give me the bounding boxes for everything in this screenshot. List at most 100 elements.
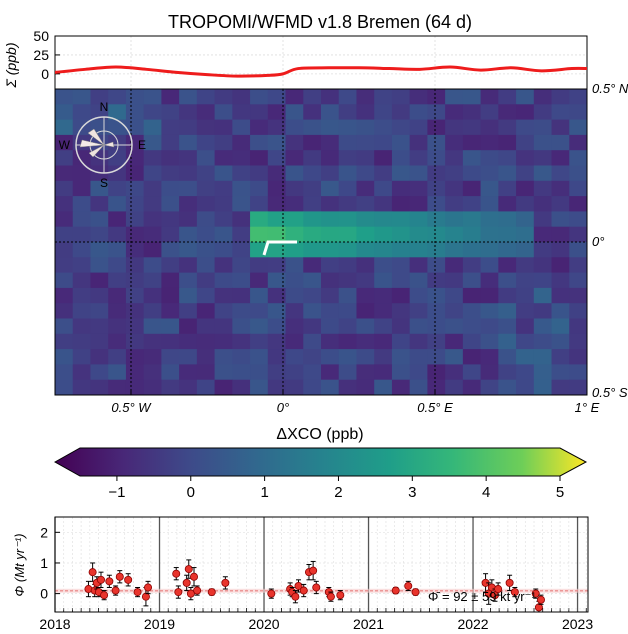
heatmap-cell <box>267 89 287 105</box>
heatmap-cell <box>338 333 357 350</box>
phi-yticks: 2 1 0 <box>40 524 60 602</box>
heatmap-cell <box>516 349 535 365</box>
heatmap-cell <box>125 257 145 274</box>
heatmap-cell <box>250 349 269 365</box>
heatmap-cell <box>179 349 198 365</box>
heatmap-cell <box>445 211 464 228</box>
heatmap-cell <box>143 287 162 304</box>
heatmap-cell <box>72 287 91 304</box>
heatmap-cell <box>214 242 233 258</box>
heatmap-cell <box>179 165 198 182</box>
heatmap-latitude-label: 0.5° N <box>592 81 628 96</box>
phi-mean-line <box>55 588 588 593</box>
heatmap-cell <box>108 257 127 274</box>
heatmap-cell <box>72 89 91 105</box>
heatmap-cell <box>356 134 375 151</box>
heatmap-cell <box>533 226 553 243</box>
heatmap-cell <box>409 104 428 121</box>
heatmap-cell <box>533 180 553 197</box>
heatmap-cell <box>427 318 446 335</box>
phi-point <box>336 591 345 600</box>
sigma-line <box>55 65 587 78</box>
phi-point <box>404 581 413 590</box>
heatmap-cell <box>516 211 535 228</box>
heatmap-cell <box>533 303 553 319</box>
heatmap-cell <box>72 180 91 197</box>
heatmap-cell <box>391 165 411 182</box>
heatmap-cell <box>250 333 269 350</box>
heatmap-cell <box>125 165 145 182</box>
heatmap-cell <box>179 272 198 289</box>
heatmap-xtick-label: 1° E <box>575 400 600 415</box>
heatmap-cell <box>161 318 180 335</box>
heatmap-cell <box>374 333 393 350</box>
phi-point <box>391 586 400 595</box>
heatmap-cell <box>55 364 74 381</box>
heatmap-cell <box>498 119 517 136</box>
heatmap-cell <box>143 89 162 105</box>
heatmap-cell <box>462 89 482 105</box>
heatmap-cell <box>143 180 162 197</box>
heatmap-cell <box>179 364 198 381</box>
heatmap-cell <box>232 242 251 258</box>
heatmap-cell <box>303 211 322 228</box>
heatmap-cell <box>179 134 198 151</box>
heatmap-cell <box>516 272 535 289</box>
heatmap-cell <box>498 150 517 166</box>
heatmap-cell <box>285 180 304 197</box>
heatmap-cell <box>179 104 198 121</box>
heatmap-cell <box>108 272 127 289</box>
heatmap-cell <box>533 364 553 381</box>
heatmap-cell <box>427 89 446 105</box>
heatmap-cell <box>55 242 74 258</box>
phi-point <box>291 592 300 601</box>
heatmap-cell <box>427 196 446 212</box>
heatmap-cell <box>338 104 357 121</box>
heatmap-cell <box>569 180 588 197</box>
heatmap-cell <box>321 211 340 228</box>
heatmap-cell <box>90 257 109 274</box>
heatmap-cell <box>196 226 216 243</box>
heatmap-cell <box>250 287 269 304</box>
heatmap-cell <box>498 303 517 319</box>
heatmap-cell <box>516 134 535 151</box>
heatmap-cell <box>445 333 464 350</box>
phi-xtick-label: 2021 <box>353 616 384 632</box>
heatmap-cell <box>480 303 499 319</box>
heatmap-cell <box>143 303 162 319</box>
heatmap-cell <box>516 165 535 182</box>
heatmap-cell <box>427 150 446 166</box>
heatmap-cell <box>498 196 517 212</box>
heatmap-cell <box>55 180 74 197</box>
heatmap-cell <box>427 242 446 258</box>
phi-point <box>174 588 183 597</box>
heatmap-cell <box>161 119 180 136</box>
heatmap-cell <box>196 272 216 289</box>
heatmap-panel: N E S W 0.5° W 0° 0.5° E 1° E 0.5° N0°0.5° … <box>54 81 628 415</box>
heatmap-xtick-label: 0° <box>277 400 289 415</box>
heatmap-cell <box>108 333 127 350</box>
heatmap-cell <box>551 196 570 212</box>
phi-point <box>494 585 503 594</box>
heatmap-cell <box>356 196 375 212</box>
heatmap-cell <box>338 196 357 212</box>
colorbar-body <box>53 447 588 477</box>
heatmap-cell <box>72 318 91 335</box>
heatmap-cell <box>516 119 535 136</box>
heatmap-cell <box>267 303 287 319</box>
heatmap-cell <box>267 134 287 151</box>
heatmap-cell <box>498 364 517 381</box>
heatmap-cell <box>321 364 340 381</box>
heatmap-cell <box>445 257 464 274</box>
heatmap-cell <box>55 226 74 243</box>
phi-point <box>111 586 120 595</box>
heatmap-cell <box>445 303 464 319</box>
heatmap-cell <box>409 303 428 319</box>
heatmap-cell <box>179 318 198 335</box>
source-marker <box>262 240 297 256</box>
heatmap-cell <box>427 379 446 396</box>
heatmap-cell <box>374 196 393 212</box>
heatmap-cell <box>250 165 269 182</box>
heatmap-cell <box>143 349 162 365</box>
heatmap-cell <box>90 364 109 381</box>
